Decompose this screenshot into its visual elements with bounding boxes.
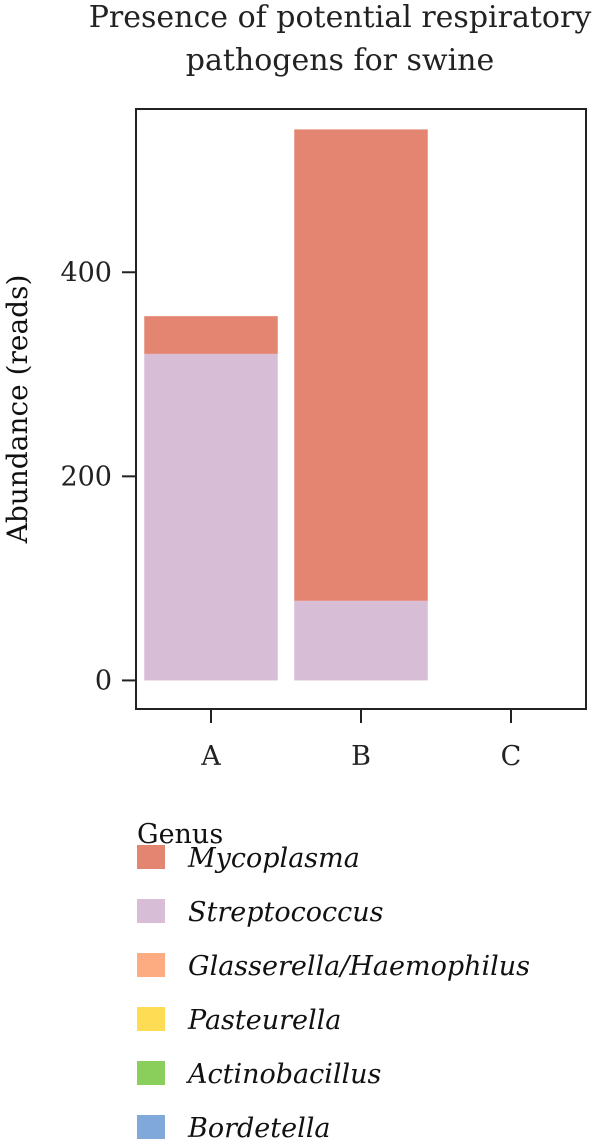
bars-layer: [144, 129, 428, 681]
legend-label-actinobacillus: Actinobacillus: [185, 1059, 381, 1090]
legend-label-mycoplasma: Mycoplasma: [187, 843, 360, 874]
chart-title-line-1: Presence of potential respiratory: [89, 0, 592, 35]
x-tick-label-c: C: [501, 741, 522, 772]
legend-swatch-mycoplasma: [137, 845, 165, 869]
chart-title-line-2: pathogens for swine: [186, 43, 495, 78]
bar-a-mycoplasma: [144, 316, 278, 354]
legend-swatch-bordetella: [137, 1115, 165, 1139]
y-tick-label-400: 400: [60, 257, 112, 288]
bar-b-mycoplasma: [294, 129, 428, 601]
legend-swatch-glasserella-haemophilus: [137, 953, 165, 977]
legend-label-streptococcus: Streptococcus: [188, 897, 384, 928]
legend: Mycoplasma Streptococcus Glasserella/Haemo…: [137, 843, 530, 1140]
legend-swatch-actinobacillus: [137, 1061, 165, 1085]
bar-a-streptococcus: [144, 353, 278, 681]
x-tick-label-a: A: [200, 741, 221, 772]
y-tick-label-200: 200: [60, 461, 112, 492]
y-tick-label-0: 0: [95, 665, 112, 696]
x-tick-label-b: B: [351, 741, 371, 772]
legend-label-glasserella-haemophilus: Glasserella/Haemophilus: [188, 951, 530, 982]
y-axis-label: Abundance (reads): [1, 275, 34, 545]
legend-swatch-streptococcus: [137, 899, 165, 923]
legend-label-pasteurella: Pasteurella: [187, 1005, 341, 1036]
chart-title: Presence of potential respiratory pathog…: [89, 0, 592, 78]
x-axis: A B C: [200, 709, 521, 772]
legend-label-bordetella: Bordetella: [187, 1113, 330, 1140]
y-axis: 0 200 400: [60, 257, 136, 696]
legend-title: Genus: [137, 819, 223, 850]
legend-swatch-pasteurella: [137, 1007, 165, 1031]
bar-b-streptococcus: [294, 600, 428, 681]
